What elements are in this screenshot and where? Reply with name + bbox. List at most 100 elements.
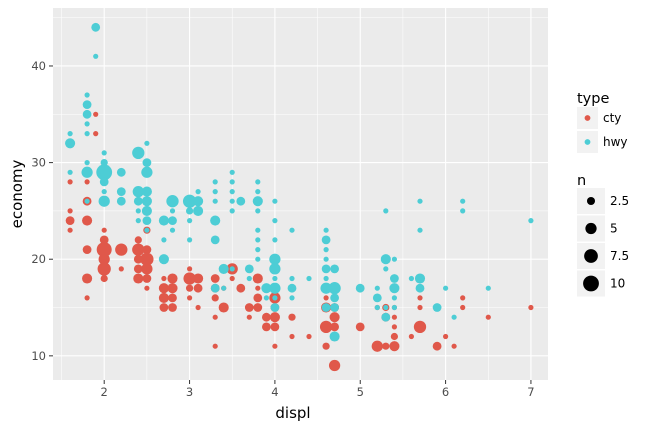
cty-point — [101, 227, 107, 233]
hwy-point — [65, 138, 76, 149]
hwy-point — [100, 158, 108, 167]
cty-point — [432, 341, 442, 351]
hwy-point — [323, 275, 329, 282]
cty-point — [158, 292, 169, 303]
cty-point — [460, 295, 466, 301]
y-tick-label: 40 — [31, 59, 46, 73]
cty-point — [193, 273, 204, 284]
cty-point — [329, 312, 340, 323]
cty-point — [168, 293, 177, 303]
hwy-point — [269, 282, 281, 294]
hwy-point — [96, 164, 113, 181]
cty-point — [391, 314, 397, 320]
hwy-point — [168, 216, 177, 225]
hwy-point — [187, 237, 193, 243]
hwy-point — [141, 205, 152, 216]
cty-point — [229, 275, 235, 282]
hwy-point — [460, 198, 466, 204]
cty-point — [371, 340, 383, 352]
hwy-point — [67, 131, 73, 137]
cty-point — [328, 359, 341, 372]
size-key — [584, 249, 598, 263]
hwy-point — [414, 273, 426, 284]
hwy-point — [101, 189, 107, 195]
cty-point — [253, 303, 263, 312]
cty-point — [161, 275, 167, 282]
hwy-point — [210, 215, 221, 226]
hwy-point — [133, 196, 143, 206]
hwy-point — [210, 235, 220, 245]
cty-point — [390, 332, 399, 341]
hwy-point — [67, 169, 73, 175]
hwy-point — [255, 189, 261, 195]
hwy-point — [528, 218, 534, 224]
hwy-point — [193, 196, 204, 207]
hwy-point — [255, 208, 261, 214]
cty-point — [289, 333, 295, 340]
y-axis-title: economy — [8, 159, 26, 228]
hwy-point — [182, 194, 197, 208]
cty-point — [93, 131, 99, 137]
hwy-point — [98, 195, 110, 207]
hwy-point — [320, 282, 332, 294]
hwy-point — [355, 283, 365, 293]
cty-point — [272, 343, 278, 349]
cty-point — [115, 243, 128, 256]
hwy-point — [195, 189, 201, 195]
hwy-point — [328, 282, 341, 295]
hwy-point — [383, 208, 389, 214]
size-legend-title: n — [577, 173, 586, 189]
hwy-point — [330, 264, 339, 274]
size-key — [586, 196, 596, 206]
hwy-point — [272, 295, 278, 301]
hwy-point — [142, 216, 152, 225]
hwy-point — [289, 275, 295, 282]
size-label: 2.5 — [610, 194, 629, 208]
hwy-point — [460, 208, 466, 214]
cty-point — [185, 284, 194, 292]
cty-point — [246, 314, 252, 320]
x-tick-label: 7 — [527, 385, 534, 399]
hwy-point — [289, 227, 295, 233]
cty-point — [168, 303, 177, 312]
x-tick-label: 3 — [186, 385, 193, 399]
hwy-point — [84, 198, 90, 204]
cty-point — [252, 273, 263, 284]
cty-point — [322, 342, 330, 350]
cty-point — [167, 273, 178, 284]
hwy-point — [116, 167, 126, 177]
legend-key-hwy — [584, 139, 591, 145]
hwy-point — [229, 266, 235, 272]
cty-point — [67, 227, 73, 233]
data-points — [65, 22, 534, 372]
legend-key-cty — [584, 115, 591, 121]
hwy-point — [323, 256, 329, 262]
cty-point — [142, 274, 152, 283]
hwy-point — [255, 227, 261, 233]
hwy-point — [391, 256, 397, 262]
cty-point — [100, 274, 108, 283]
x-axis-title: displ — [275, 404, 310, 422]
y-axis: 10 20 30 40 — [31, 59, 53, 363]
hwy-point — [187, 218, 193, 224]
cty-point — [187, 266, 193, 272]
hwy-point — [263, 295, 269, 301]
cty-point — [306, 333, 312, 340]
hwy-point — [383, 304, 389, 311]
size-key — [585, 222, 597, 235]
hwy-point — [212, 198, 218, 204]
hwy-point — [229, 169, 235, 175]
hwy-point — [381, 312, 391, 322]
hwy-point — [84, 92, 90, 98]
cty-point — [485, 314, 491, 320]
cty-point — [210, 274, 220, 283]
hwy-point — [380, 254, 391, 265]
hwy-point — [135, 208, 141, 214]
hwy-point — [185, 207, 194, 215]
hwy-point — [383, 266, 389, 272]
cty-point — [443, 333, 449, 340]
cty-point — [159, 303, 169, 312]
hwy-point — [141, 196, 152, 207]
hwy-point — [390, 274, 399, 283]
hwy-point — [289, 295, 295, 301]
